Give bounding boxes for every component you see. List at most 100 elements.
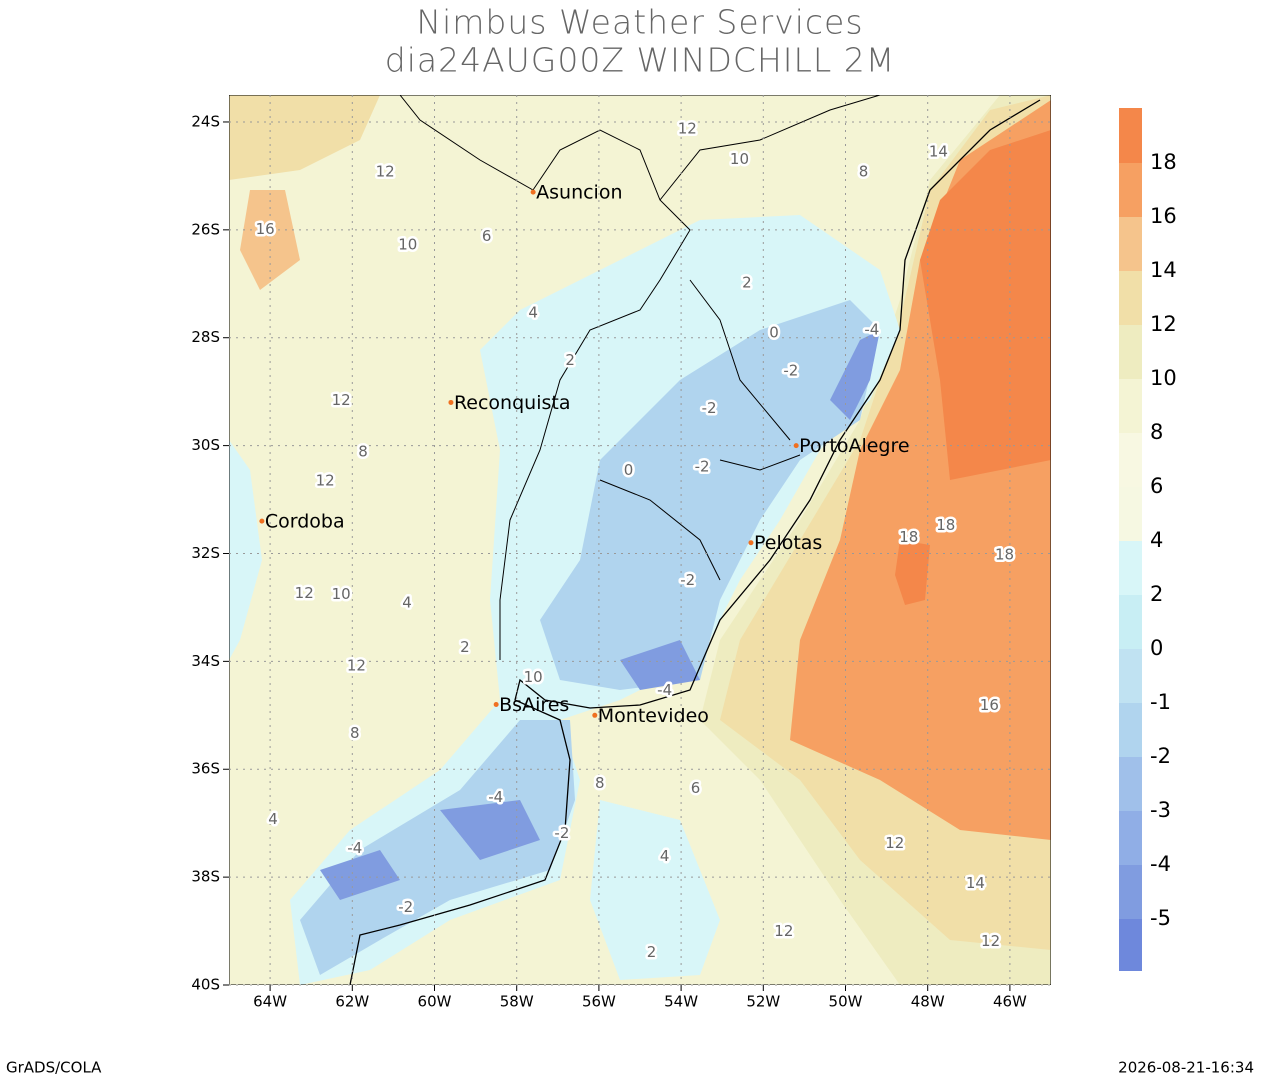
- city-marker: [259, 518, 265, 524]
- contour-label: -2: [554, 824, 569, 842]
- contour-label: -2: [783, 362, 798, 380]
- lat-tick-label: 26S: [191, 220, 220, 238]
- contour-label: 0: [769, 323, 779, 341]
- colorbar-box: [1119, 325, 1142, 379]
- colorbar-box: [1119, 163, 1142, 217]
- contour-label: -2: [398, 898, 413, 916]
- contour-label: 12: [885, 834, 904, 852]
- colorbar-label: 12: [1150, 312, 1177, 336]
- colorbar-box: [1119, 919, 1142, 971]
- colorbar-label: 0: [1150, 636, 1163, 660]
- colorbar-label: -5: [1150, 906, 1171, 930]
- cold-core: [830, 330, 880, 420]
- contour-label: 8: [350, 724, 360, 742]
- cold-core: [440, 800, 540, 860]
- city-marker: [530, 189, 536, 195]
- lon-tick-label: 54W: [664, 993, 698, 1011]
- city-marker: [748, 540, 754, 546]
- lat-tick-label: 30S: [191, 436, 220, 454]
- contour-label: 16: [256, 220, 275, 238]
- contour-label: 8: [595, 774, 605, 792]
- contour-label: 8: [358, 443, 368, 461]
- lon-tick-label: 56W: [582, 993, 616, 1011]
- city-marker: [493, 702, 499, 708]
- colorbar-box: [1119, 811, 1142, 865]
- contour-label: -2: [695, 458, 710, 476]
- footer-left: GrADS/COLA: [6, 1059, 102, 1077]
- borders: [399, 95, 881, 660]
- contour-label: 12: [678, 119, 697, 137]
- contour-label: 18: [936, 516, 955, 534]
- colorbar-label: -2: [1150, 744, 1171, 768]
- colorbar-label: 8: [1150, 420, 1163, 444]
- contour-label: 14: [929, 143, 948, 161]
- contour-label: 2: [565, 351, 575, 369]
- city-name: BsAires: [499, 694, 569, 716]
- cold-core: [620, 640, 700, 690]
- contour-label: 10: [332, 585, 351, 603]
- city-name: Reconquista: [454, 392, 571, 414]
- ocean-core: [920, 130, 1051, 480]
- contour-label: 12: [316, 472, 335, 490]
- overlay: 64W 62W 60W 58W 56W 54W 52W 50W 48W 46W 24S 26S 28S 3…: [191, 95, 1051, 1011]
- cold-field: [300, 720, 575, 975]
- contour-label: 12: [347, 657, 366, 675]
- colorbar-box: [1119, 595, 1142, 649]
- contour-label: 12: [981, 932, 1000, 950]
- cold-field: [229, 440, 262, 660]
- coastline: [349, 99, 1041, 985]
- lon-tick-label: 50W: [829, 993, 863, 1011]
- city-name: Cordoba: [265, 511, 345, 533]
- colorbar-box: [1119, 487, 1142, 541]
- contour-label: 4: [528, 303, 538, 321]
- title: Nimbus Weather Services: [416, 3, 863, 42]
- lon-tick-label: 46W: [993, 993, 1027, 1011]
- lat-tick-label: 40S: [191, 976, 220, 994]
- lon-tick-label: 64W: [253, 993, 287, 1011]
- city-marker: [592, 712, 598, 718]
- cold-core: [320, 850, 400, 900]
- city-name: Pelotas: [754, 532, 822, 554]
- contour-label: 10: [730, 150, 749, 168]
- contour-label: -2: [680, 571, 695, 589]
- map-field: [229, 95, 1051, 985]
- cold-field: [590, 800, 720, 980]
- contour-label: 4: [660, 847, 670, 865]
- lon-tick-label: 48W: [911, 993, 945, 1011]
- colorbar-box: [1119, 379, 1142, 433]
- colorbar-label: 2: [1150, 582, 1163, 606]
- colorbar-box: [1119, 703, 1142, 757]
- city-name: PortoAlegre: [799, 435, 909, 457]
- contour-label: 2: [647, 943, 657, 961]
- lat-tick-label: 28S: [191, 328, 220, 346]
- contour-label: 6: [482, 227, 492, 245]
- contour-label: 0: [624, 461, 634, 479]
- colorbar-box: [1119, 271, 1142, 325]
- lat-tick-label: 34S: [191, 652, 220, 670]
- contour-label: 10: [398, 235, 417, 253]
- cold-field: [540, 300, 880, 690]
- contour-label: 14: [966, 874, 985, 892]
- colorbar-box: [1119, 108, 1142, 163]
- colorbar-box: [1119, 541, 1142, 595]
- colorbar-box: [1119, 757, 1142, 811]
- lat-tick-label: 24S: [191, 112, 220, 130]
- contour-label: -4: [864, 321, 879, 339]
- contour-label: -4: [657, 681, 672, 699]
- lat-tick-label: 32S: [191, 544, 220, 562]
- contour-label: 18: [995, 546, 1014, 564]
- lat-tick-label: 38S: [191, 868, 220, 886]
- contour-label: 6: [691, 779, 701, 797]
- contour-label: 10: [524, 668, 543, 686]
- contour-label: 2: [460, 638, 470, 656]
- contour-label: 2: [742, 274, 752, 292]
- contour-label: 8: [859, 163, 869, 181]
- colorbar-label: -4: [1150, 852, 1171, 876]
- contour-label: -2: [702, 399, 717, 417]
- contour-label: 18: [899, 528, 918, 546]
- warm-patch: [229, 95, 380, 180]
- colorbar-label: 18: [1150, 150, 1177, 174]
- contour-label: 12: [332, 391, 351, 409]
- footer-right: 2026-08-21-16:34: [1118, 1059, 1254, 1077]
